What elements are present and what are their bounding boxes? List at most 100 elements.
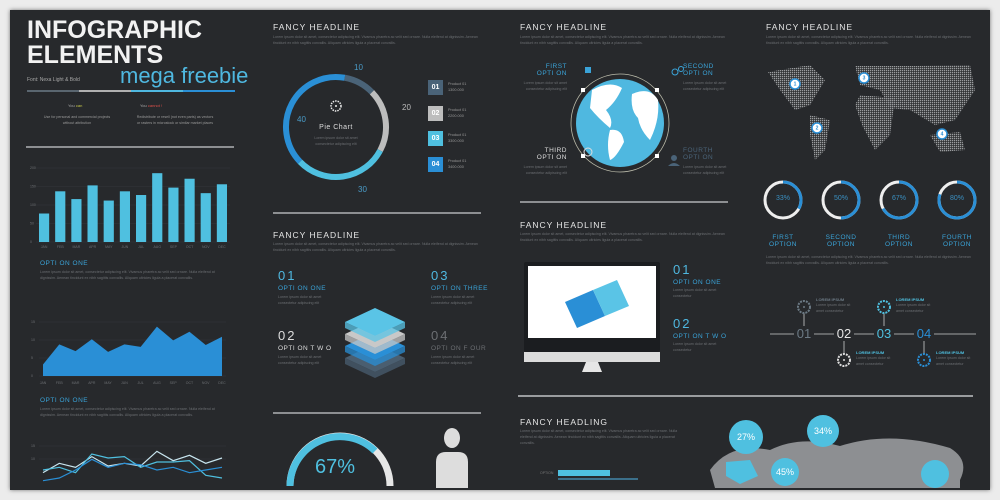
ring-progress [937, 180, 977, 220]
legend-name: Product 01 [448, 82, 467, 86]
ring-percent: 50% [833, 195, 848, 202]
section-headline: FANCY HEADLINE [520, 22, 608, 32]
x-tick-label: FEB [56, 381, 63, 385]
ring-progress [821, 180, 861, 220]
bar [119, 191, 130, 242]
y-tick-label: 15 [31, 444, 35, 448]
you-can-word: can [75, 103, 83, 108]
divider [273, 412, 481, 414]
section-text: Lorem ipsum dolor sit amet, consectetur … [766, 35, 971, 45]
you-can-prefix: You [68, 103, 76, 108]
timeline-text: Lorem ipsum dolor sit amet consectetur [936, 356, 971, 366]
ring-progress [763, 180, 803, 220]
option-title-1: THIRD [544, 147, 567, 154]
pie-value-label: 10 [354, 63, 363, 72]
legend-swatch: 04 [428, 156, 443, 172]
ring-label-2: OPTION [943, 241, 971, 248]
x-tick-label: DEC [218, 245, 226, 249]
globe-ring-node [581, 88, 585, 92]
divider [518, 395, 973, 397]
you-cannot-word: cannot ! [147, 103, 163, 108]
option-bar [558, 478, 638, 480]
x-tick-label: JUN [122, 245, 129, 249]
pie-segment [283, 74, 346, 164]
section-text: Lorem ipsum dolor sit amet, consectetur … [520, 429, 678, 445]
option-label: OPTI ON THREE [431, 285, 488, 292]
y-tick-label: 150 [30, 185, 36, 189]
ring-label-1: SECOND [825, 234, 857, 241]
x-tick-label: SEP [170, 381, 178, 385]
globe-ring [570, 73, 670, 173]
y-tick-label: 0 [31, 374, 33, 378]
map-pin-icon [936, 128, 948, 140]
divider [273, 212, 481, 214]
section-text: Lorem ipsum dolor sit amet, consectetur … [520, 232, 725, 242]
x-tick-label: NOV [202, 245, 210, 249]
timeline-text: Lorem ipsum dolor sit amet consectetur [856, 356, 891, 366]
section-text: Lorem ipsum dolor sit amet, consectetur … [273, 35, 478, 45]
map-pin-number: 1 [794, 82, 797, 88]
y-tick-label: 50 [30, 222, 34, 226]
monitor-chin [524, 352, 660, 362]
legend-value: 3400.000 [448, 164, 464, 169]
timeline-label: LOREM IPSUM [816, 297, 845, 302]
section-headline: FANCY HEADLINE [766, 22, 854, 32]
x-tick-label: JAN [41, 245, 48, 249]
pie-chart-label: Pie Chart [319, 124, 353, 131]
x-tick-label: AUG [153, 381, 161, 385]
puzzle-piece [565, 290, 605, 328]
timeline-label: LOREM IPSUM [856, 350, 885, 355]
x-tick-label: NOV [202, 381, 210, 385]
bar [168, 187, 179, 242]
map-pin-number: 4 [941, 132, 944, 138]
pie-value-label: 40 [297, 115, 306, 124]
font-note: Font: Nexa Light & Bold [27, 77, 80, 83]
ring-label-2: OPTION [885, 241, 913, 248]
ring-percent: 80% [949, 195, 964, 202]
option-text: Lorem ipsum dolor sit amet consectetur [673, 342, 717, 352]
timeline-step: 04 [914, 326, 934, 341]
layer-side [345, 346, 405, 366]
you-can-heading: You can [68, 103, 82, 108]
area-series [43, 326, 222, 376]
x-tick-label: OCT [186, 245, 194, 249]
option-number: 04 [431, 328, 450, 343]
x-tick-label: APR [89, 245, 97, 249]
option-one-heading: OPTI ON ONE [40, 397, 89, 404]
map-pin-icon [858, 72, 870, 84]
bar [200, 193, 211, 242]
layer-side [345, 322, 405, 342]
section-headline: FANCY HEADLING [520, 417, 609, 427]
ring-label-1: THIRD [887, 234, 911, 241]
pie-value-label: 30 [358, 185, 367, 194]
x-tick-label: MAY [104, 381, 112, 385]
ring-label-2: OPTION [827, 241, 855, 248]
bar [87, 185, 98, 242]
you-cannot-prefix: You [140, 103, 148, 108]
bar [184, 178, 195, 242]
divider [520, 201, 728, 203]
puzzle-icon [585, 67, 591, 73]
legend-swatch: 03 [428, 131, 443, 146]
y-tick-label: 0 [30, 240, 32, 244]
legend-name: Product 01 [448, 107, 467, 112]
title-underline-segment [131, 90, 183, 92]
globe-ring-node [655, 88, 659, 92]
ring-label-1: FOURTH [942, 234, 972, 241]
y-tick-label: 10 [31, 338, 35, 342]
timeline-label: LOREM IPSUM [936, 350, 965, 355]
option-text: Lorem ipsum dolor sit amet consectetur a… [431, 295, 475, 305]
ring-percent: 33% [775, 195, 790, 202]
section-headline: FANCY HEADLINE [273, 230, 361, 240]
y-tick-label: 100 [30, 203, 36, 207]
option-one-heading: OPTI ON ONE [40, 260, 89, 267]
x-tick-label: APR [88, 381, 96, 385]
legend-value: 3300.000 [448, 139, 464, 143]
section-headline: FANCY HEADLINE [520, 220, 608, 230]
map-bubble: 34% [807, 415, 839, 447]
x-tick-label: OCT [186, 381, 194, 385]
y-tick-label: 200 [30, 166, 36, 170]
title-underline-segment [79, 90, 131, 92]
option-title-1: SECOND [683, 63, 714, 70]
x-tick-label: JUN [121, 381, 128, 385]
